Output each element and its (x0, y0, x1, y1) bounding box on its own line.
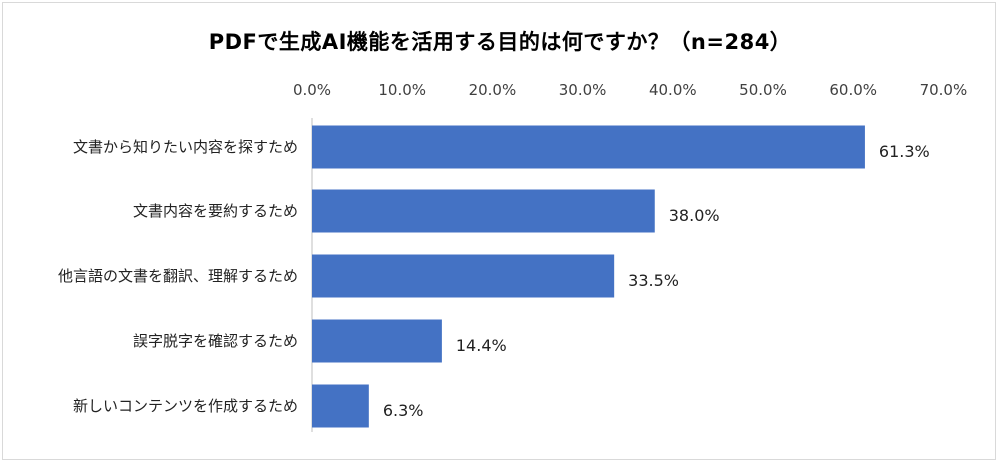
bar (312, 384, 369, 428)
x-tick-label: 30.0% (559, 81, 607, 99)
bar (312, 254, 615, 298)
category-label: 誤字脱字を確認するため (133, 332, 298, 350)
category-label: 文書から知りたい内容を探すため (73, 138, 298, 156)
category-label: 文書内容を要約するため (133, 202, 298, 220)
bar (312, 189, 655, 233)
category-label: 新しいコンテンツを作成するため (73, 397, 298, 415)
data-label: 33.5% (628, 271, 679, 290)
bar (312, 125, 865, 169)
x-tick-label: 20.0% (469, 81, 517, 99)
x-tick-label: 10.0% (378, 81, 426, 99)
data-label: 38.0% (669, 206, 720, 225)
category-label: 他言語の文書を翻訳、理解するため (58, 267, 298, 285)
data-label: 61.3% (879, 142, 930, 161)
bar (312, 319, 442, 363)
x-tick-label: 70.0% (920, 81, 968, 99)
x-tick-label: 60.0% (829, 81, 877, 99)
x-tick-label: 0.0% (293, 81, 331, 99)
chart-title: PDFで生成AI機能を活用する目的は何ですか？（n=284） (208, 30, 792, 54)
data-label: 14.4% (456, 336, 507, 355)
x-tick-label: 40.0% (649, 81, 697, 99)
data-label: 6.3% (383, 401, 424, 420)
x-tick-label: 50.0% (739, 81, 787, 99)
